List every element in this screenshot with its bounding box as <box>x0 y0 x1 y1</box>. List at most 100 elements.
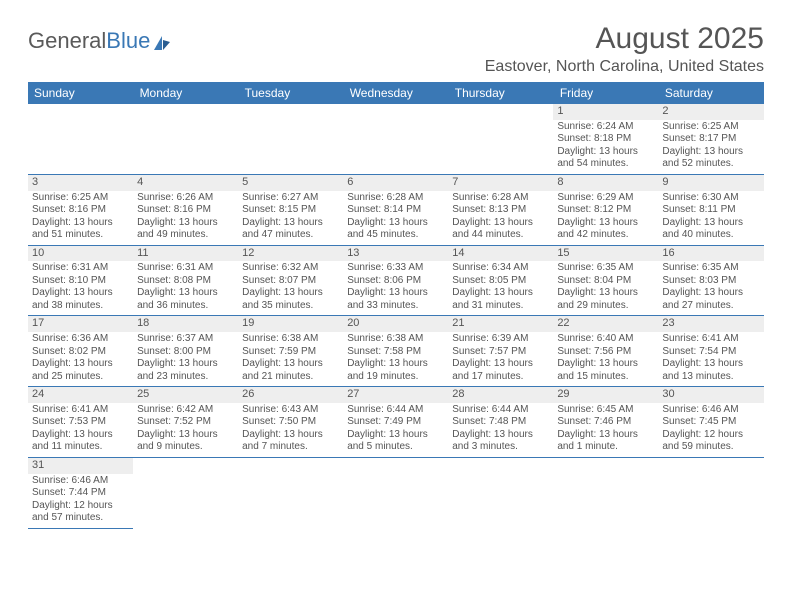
day-number: 4 <box>133 175 238 191</box>
sunrise-line: Sunrise: 6:24 AM <box>557 121 654 134</box>
sunrise-line: Sunrise: 6:30 AM <box>662 192 759 205</box>
day-number: 10 <box>28 246 133 262</box>
sunrise-line: Sunrise: 6:36 AM <box>32 333 129 346</box>
sunset-line: Sunset: 7:53 PM <box>32 416 129 429</box>
calendar-day-cell: 19Sunrise: 6:38 AMSunset: 7:59 PMDayligh… <box>238 316 343 387</box>
daylight-line: Daylight: 13 hours and 33 minutes. <box>347 287 444 312</box>
sunset-line: Sunset: 8:06 PM <box>347 275 444 288</box>
calendar-day-cell: 8Sunrise: 6:29 AMSunset: 8:12 PMDaylight… <box>553 174 658 245</box>
empty-daynum <box>448 104 553 120</box>
day-body: Sunrise: 6:44 AMSunset: 7:49 PMDaylight:… <box>343 404 448 455</box>
day-body: Sunrise: 6:40 AMSunset: 7:56 PMDaylight:… <box>553 333 658 384</box>
day-body: Sunrise: 6:25 AMSunset: 8:16 PMDaylight:… <box>28 192 133 243</box>
sunrise-line: Sunrise: 6:46 AM <box>32 475 129 488</box>
day-number: 5 <box>238 175 343 191</box>
sunset-line: Sunset: 7:48 PM <box>452 416 549 429</box>
day-number: 17 <box>28 316 133 332</box>
calendar-day-cell: 18Sunrise: 6:37 AMSunset: 8:00 PMDayligh… <box>133 316 238 387</box>
calendar-week-row: 1Sunrise: 6:24 AMSunset: 8:18 PMDaylight… <box>28 104 764 174</box>
sunrise-line: Sunrise: 6:29 AM <box>557 192 654 205</box>
calendar-week-row: 3Sunrise: 6:25 AMSunset: 8:16 PMDaylight… <box>28 174 764 245</box>
day-number: 28 <box>448 387 553 403</box>
sunrise-line: Sunrise: 6:25 AM <box>32 192 129 205</box>
daylight-line: Daylight: 13 hours and 51 minutes. <box>32 217 129 242</box>
daylight-line: Daylight: 13 hours and 52 minutes. <box>662 146 759 171</box>
calendar-day-cell: 6Sunrise: 6:28 AMSunset: 8:14 PMDaylight… <box>343 174 448 245</box>
day-body: Sunrise: 6:28 AMSunset: 8:14 PMDaylight:… <box>343 192 448 243</box>
day-number: 7 <box>448 175 553 191</box>
day-number: 18 <box>133 316 238 332</box>
sunset-line: Sunset: 8:00 PM <box>137 346 234 359</box>
day-number: 20 <box>343 316 448 332</box>
day-number: 30 <box>658 387 763 403</box>
day-number: 21 <box>448 316 553 332</box>
day-number: 12 <box>238 246 343 262</box>
day-body: Sunrise: 6:38 AMSunset: 7:59 PMDaylight:… <box>238 333 343 384</box>
day-body: Sunrise: 6:45 AMSunset: 7:46 PMDaylight:… <box>553 404 658 455</box>
empty-daynum <box>28 104 133 120</box>
calendar-day-cell: 9Sunrise: 6:30 AMSunset: 8:11 PMDaylight… <box>658 174 763 245</box>
day-header: Wednesday <box>343 82 448 104</box>
day-body: Sunrise: 6:34 AMSunset: 8:05 PMDaylight:… <box>448 262 553 313</box>
sunrise-line: Sunrise: 6:46 AM <box>662 404 759 417</box>
day-number: 27 <box>343 387 448 403</box>
sunset-line: Sunset: 8:18 PM <box>557 133 654 146</box>
calendar-week-row: 17Sunrise: 6:36 AMSunset: 8:02 PMDayligh… <box>28 316 764 387</box>
day-body: Sunrise: 6:46 AMSunset: 7:44 PMDaylight:… <box>28 475 133 526</box>
day-body: Sunrise: 6:30 AMSunset: 8:11 PMDaylight:… <box>658 192 763 243</box>
sunrise-line: Sunrise: 6:35 AM <box>557 262 654 275</box>
calendar-day-cell: 4Sunrise: 6:26 AMSunset: 8:16 PMDaylight… <box>133 174 238 245</box>
sunset-line: Sunset: 7:58 PM <box>347 346 444 359</box>
day-number: 23 <box>658 316 763 332</box>
calendar-day-cell: 10Sunrise: 6:31 AMSunset: 8:10 PMDayligh… <box>28 245 133 316</box>
day-header: Monday <box>133 82 238 104</box>
day-number: 15 <box>553 246 658 262</box>
day-body: Sunrise: 6:32 AMSunset: 8:07 PMDaylight:… <box>238 262 343 313</box>
calendar-day-cell: 22Sunrise: 6:40 AMSunset: 7:56 PMDayligh… <box>553 316 658 387</box>
calendar-day-cell: 13Sunrise: 6:33 AMSunset: 8:06 PMDayligh… <box>343 245 448 316</box>
sunset-line: Sunset: 8:04 PM <box>557 275 654 288</box>
sunrise-line: Sunrise: 6:32 AM <box>242 262 339 275</box>
calendar-empty-cell <box>553 457 658 528</box>
daylight-line: Daylight: 13 hours and 19 minutes. <box>347 358 444 383</box>
daylight-line: Daylight: 13 hours and 7 minutes. <box>242 429 339 454</box>
daylight-line: Daylight: 12 hours and 57 minutes. <box>32 500 129 525</box>
daylight-line: Daylight: 13 hours and 36 minutes. <box>137 287 234 312</box>
day-body: Sunrise: 6:42 AMSunset: 7:52 PMDaylight:… <box>133 404 238 455</box>
daylight-line: Daylight: 13 hours and 31 minutes. <box>452 287 549 312</box>
calendar-day-cell: 12Sunrise: 6:32 AMSunset: 8:07 PMDayligh… <box>238 245 343 316</box>
daylight-line: Daylight: 13 hours and 9 minutes. <box>137 429 234 454</box>
daylight-line: Daylight: 13 hours and 54 minutes. <box>557 146 654 171</box>
sunset-line: Sunset: 7:56 PM <box>557 346 654 359</box>
empty-daynum <box>343 104 448 120</box>
calendar-table: SundayMondayTuesdayWednesdayThursdayFrid… <box>28 82 764 529</box>
sunset-line: Sunset: 7:46 PM <box>557 416 654 429</box>
day-header: Friday <box>553 82 658 104</box>
calendar-empty-cell <box>133 457 238 528</box>
sunset-line: Sunset: 8:15 PM <box>242 204 339 217</box>
sunrise-line: Sunrise: 6:27 AM <box>242 192 339 205</box>
sunset-line: Sunset: 8:03 PM <box>662 275 759 288</box>
sunset-line: Sunset: 8:05 PM <box>452 275 549 288</box>
location-text: Eastover, North Carolina, United States <box>485 58 764 76</box>
day-body: Sunrise: 6:44 AMSunset: 7:48 PMDaylight:… <box>448 404 553 455</box>
sunrise-line: Sunrise: 6:39 AM <box>452 333 549 346</box>
calendar-day-cell: 17Sunrise: 6:36 AMSunset: 8:02 PMDayligh… <box>28 316 133 387</box>
sunrise-line: Sunrise: 6:38 AM <box>242 333 339 346</box>
calendar-empty-cell <box>658 457 763 528</box>
day-number: 24 <box>28 387 133 403</box>
calendar-day-cell: 11Sunrise: 6:31 AMSunset: 8:08 PMDayligh… <box>133 245 238 316</box>
daylight-line: Daylight: 13 hours and 49 minutes. <box>137 217 234 242</box>
day-number: 6 <box>343 175 448 191</box>
daylight-line: Daylight: 12 hours and 59 minutes. <box>662 429 759 454</box>
sunrise-line: Sunrise: 6:35 AM <box>662 262 759 275</box>
daylight-line: Daylight: 13 hours and 5 minutes. <box>347 429 444 454</box>
day-number: 13 <box>343 246 448 262</box>
title-block: August 2025 Eastover, North Carolina, Un… <box>485 22 764 76</box>
day-body: Sunrise: 6:46 AMSunset: 7:45 PMDaylight:… <box>658 404 763 455</box>
sunrise-line: Sunrise: 6:31 AM <box>137 262 234 275</box>
day-number: 9 <box>658 175 763 191</box>
sunset-line: Sunset: 7:54 PM <box>662 346 759 359</box>
calendar-empty-cell <box>343 457 448 528</box>
sunrise-line: Sunrise: 6:31 AM <box>32 262 129 275</box>
